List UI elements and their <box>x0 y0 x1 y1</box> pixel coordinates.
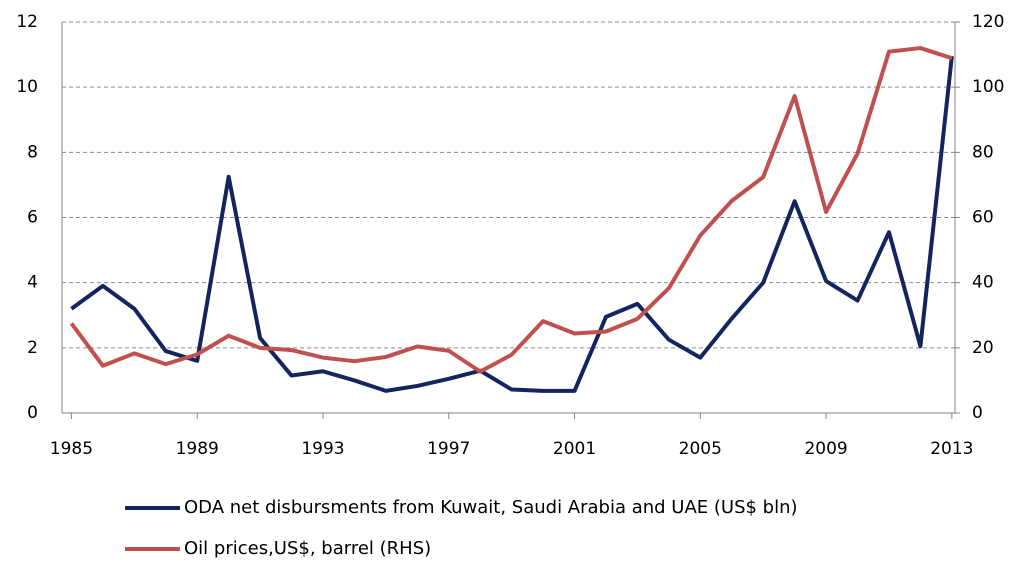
y-tick-label: 4 <box>27 273 38 293</box>
y2-tick-label: 0 <box>972 403 983 423</box>
x-tick-label: 2005 <box>679 439 722 459</box>
y-tick-label: 0 <box>27 403 38 423</box>
y2-tick-label: 100 <box>972 77 1004 97</box>
x-tick-label: 1997 <box>427 439 470 459</box>
x-tick-label: 2009 <box>804 439 847 459</box>
x-tick-label: 1993 <box>301 439 344 459</box>
y-tick-label: 12 <box>16 12 38 32</box>
y2-tick-label: 80 <box>972 142 994 162</box>
y-tick-label: 6 <box>27 208 38 228</box>
x-tick-label: 2013 <box>930 439 973 459</box>
legend-label: ODA net disbursments from Kuwait, Saudi … <box>184 497 798 518</box>
legend-label: Oil prices,US$, barrel (RHS) <box>184 538 431 559</box>
y2-tick-label: 120 <box>972 12 1004 32</box>
x-tick-label: 1985 <box>50 439 93 459</box>
y-tick-label: 8 <box>27 142 38 162</box>
series-line <box>70 55 954 393</box>
y2-tick-label: 60 <box>972 208 994 228</box>
x-tick-label: 2001 <box>553 439 596 459</box>
x-tick-label: 1989 <box>176 439 219 459</box>
y2-tick-label: 40 <box>972 273 994 293</box>
y-tick-label: 2 <box>27 338 38 358</box>
series-line <box>69 46 953 374</box>
y2-tick-label: 20 <box>972 338 994 358</box>
y-tick-label: 10 <box>16 77 38 97</box>
